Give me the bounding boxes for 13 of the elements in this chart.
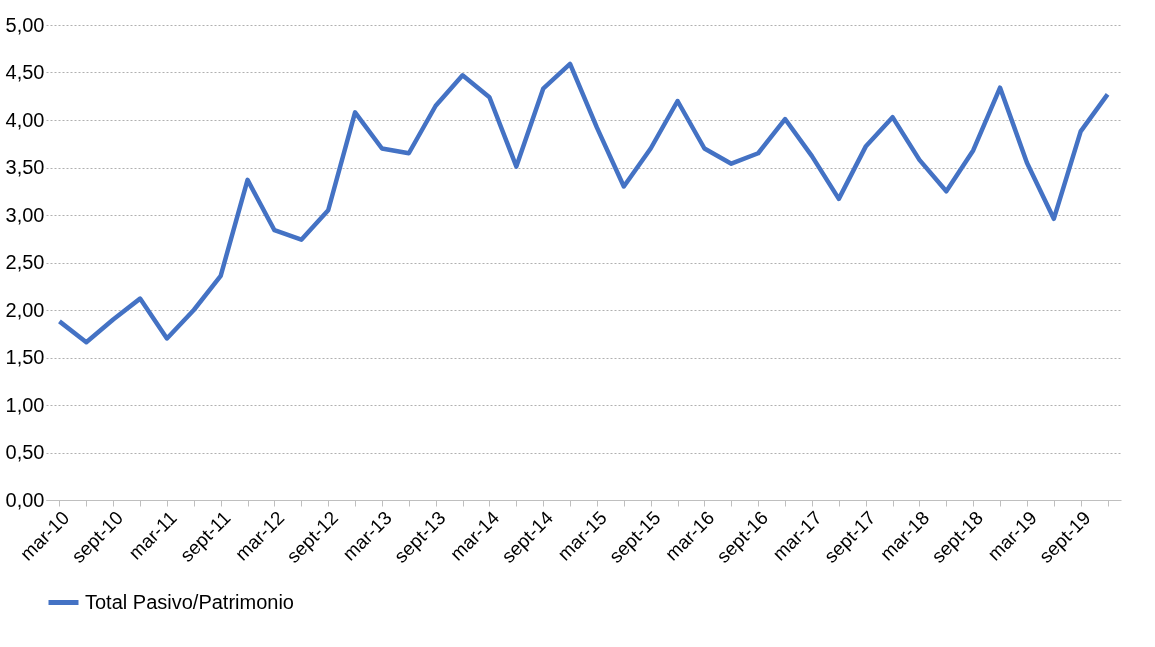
- y-tick-label: 3,50: [5, 156, 45, 178]
- y-tick-label: 2,00: [5, 298, 45, 321]
- y-tick-label: 2,50: [5, 251, 45, 273]
- y-tick-label: 5,00: [5, 13, 45, 36]
- y-tick-label: 0,00: [5, 488, 45, 511]
- y-tick-label: 4,00: [5, 108, 45, 131]
- y-tick-label: 1,00: [5, 393, 45, 416]
- legend-label: Total Pasivo/Patrimonio: [85, 590, 294, 613]
- y-tick-label: 1,50: [5, 346, 45, 368]
- y-tick-label: 0,50: [5, 441, 45, 463]
- y-tick-label: 3,00: [5, 203, 45, 226]
- line-series: [57, 61, 1110, 345]
- y-tick-label: 4,50: [5, 61, 45, 83]
